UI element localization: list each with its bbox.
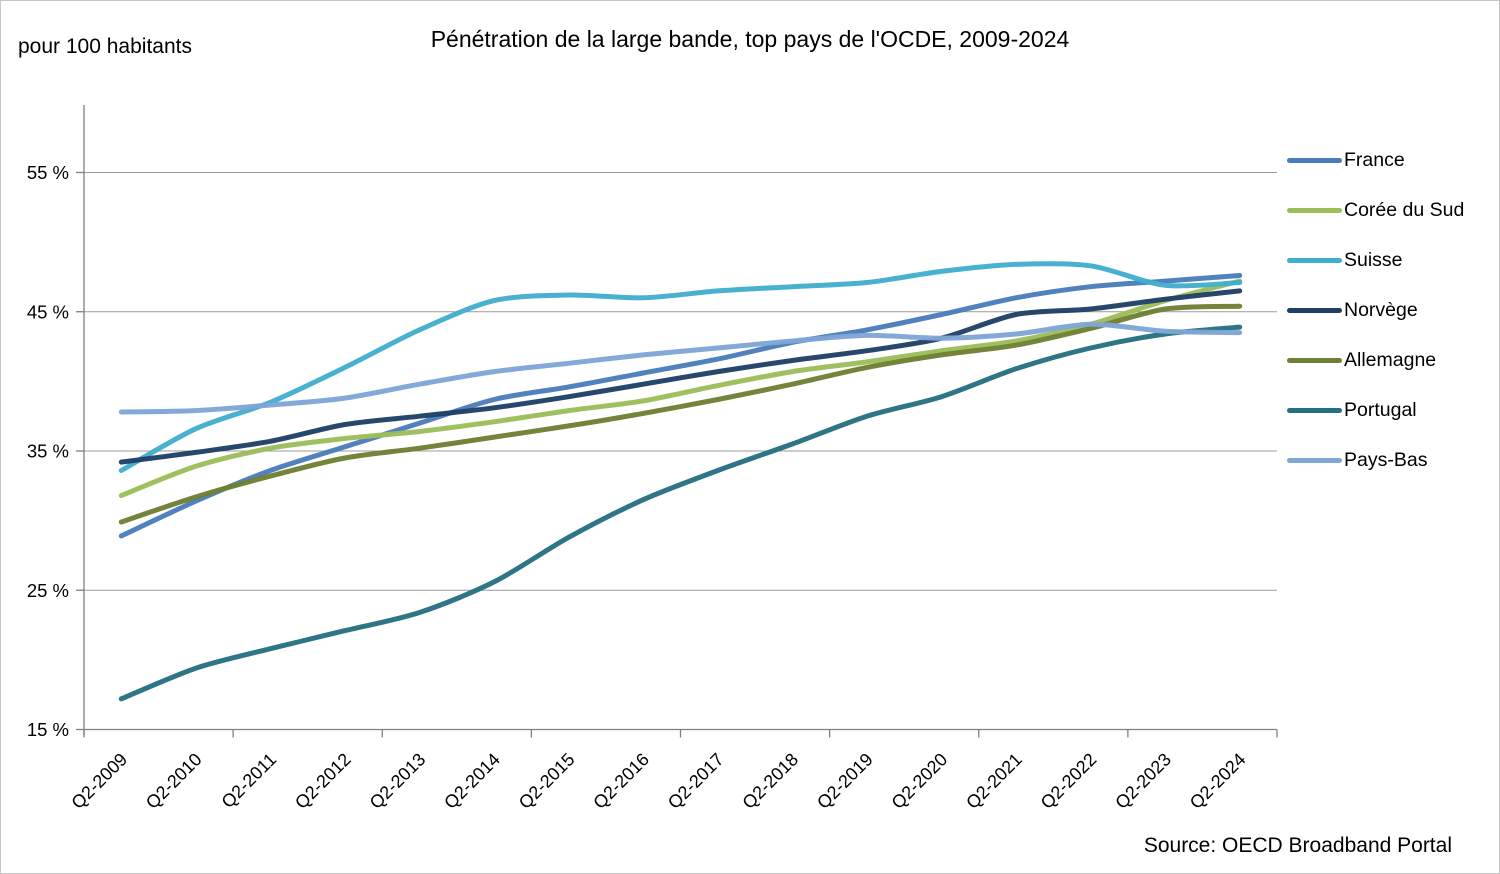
x-tick-label: Q2-2021 — [962, 749, 1026, 813]
series-line-Norvège — [118, 288, 1243, 465]
legend-swatch-icon — [1287, 207, 1342, 213]
y-tick-label: 45 % — [27, 301, 69, 322]
series-line-Allemagne — [118, 303, 1243, 525]
x-tick-label: Q2-2010 — [142, 749, 206, 813]
x-tick-label: Q2-2020 — [888, 749, 952, 813]
legend-swatch-icon — [1287, 157, 1342, 163]
series-line-Suisse — [118, 261, 1243, 473]
legend-label: Portugal — [1344, 398, 1417, 421]
legend-item-Allemagne: Allemagne — [1287, 335, 1464, 385]
y-tick-label: 35 % — [27, 441, 69, 462]
legend-swatch-icon — [1287, 457, 1342, 463]
legend-swatch-icon — [1287, 307, 1342, 313]
legend-item-Suisse: Suisse — [1287, 235, 1464, 285]
chart-legend: France Corée du Sud Suisse Norvège Allemagne… — [1287, 135, 1464, 485]
y-axis-unit-label: pour 100 habitants — [18, 35, 192, 58]
x-tick-label: Q2-2022 — [1037, 749, 1101, 813]
source-note: Source: OECD Broadband Portal — [1143, 834, 1452, 857]
legend-label: Suisse — [1344, 248, 1403, 271]
x-tick-label: Q2-2023 — [1111, 749, 1175, 813]
x-tick-label: Q2-2009 — [67, 749, 131, 813]
x-tick-label: Q2-2013 — [366, 749, 430, 813]
x-tick-label: Q2-2015 — [515, 749, 579, 813]
legend-label: France — [1344, 148, 1405, 171]
legend-item-Corée du Sud: Corée du Sud — [1287, 185, 1464, 235]
legend-item-Norvège: Norvège — [1287, 285, 1464, 335]
legend-swatch-icon — [1287, 407, 1342, 413]
series-line-Portugal — [118, 324, 1243, 702]
y-tick-label: 15 % — [27, 719, 69, 740]
legend-label: Norvège — [1344, 298, 1418, 321]
legend-label: Pays-Bas — [1344, 448, 1428, 471]
legend-item-Pays-Bas: Pays-Bas — [1287, 435, 1464, 485]
legend-swatch-icon — [1287, 357, 1342, 363]
chart-title: Pénétration de la large bande, top pays … — [430, 26, 1070, 52]
series-line-Pays-Bas — [118, 321, 1243, 415]
x-tick-label: Q2-2011 — [218, 749, 281, 812]
x-tick-label: Q2-2024 — [1186, 749, 1250, 813]
x-tick-label: Q2-2018 — [738, 749, 802, 813]
x-tick-label: Q2-2012 — [291, 749, 355, 813]
legend-item-France: France — [1287, 135, 1464, 185]
legend-label: Allemagne — [1344, 348, 1437, 371]
x-tick-label: Q2-2014 — [440, 749, 504, 813]
legend-label: Corée du Sud — [1344, 198, 1465, 221]
legend-swatch-icon — [1287, 257, 1342, 263]
y-tick-label: 55 % — [27, 162, 69, 183]
series-line-Corée du Sud — [118, 278, 1243, 499]
x-tick-label: Q2-2017 — [664, 749, 728, 813]
y-tick-label: 25 % — [27, 580, 69, 601]
x-tick-label: Q2-2019 — [813, 749, 877, 813]
series-line-France — [118, 273, 1243, 539]
legend-item-Portugal: Portugal — [1287, 385, 1464, 435]
x-tick-label: Q2-2016 — [589, 749, 653, 813]
